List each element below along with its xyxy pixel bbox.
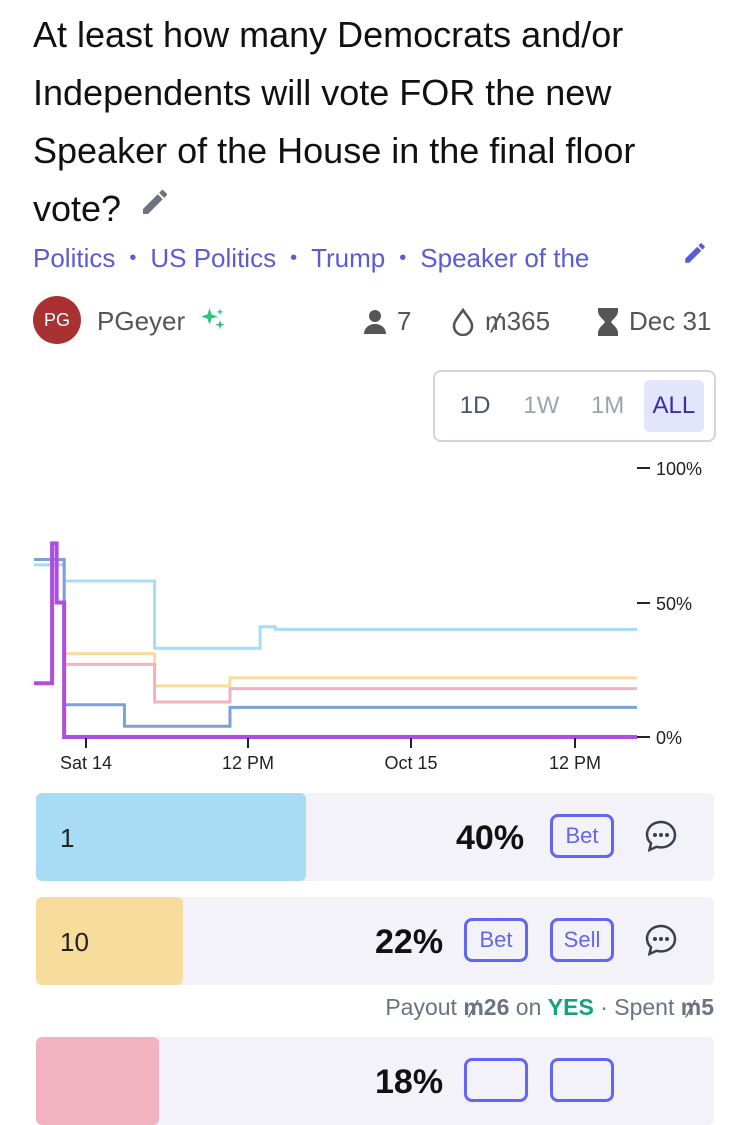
range-1d[interactable]: 1D bbox=[459, 392, 491, 419]
question-title: At least how many Democrats and/or Indep… bbox=[33, 6, 733, 238]
traders-count: 7 bbox=[397, 306, 412, 336]
edit-topics-icon[interactable] bbox=[682, 240, 708, 271]
range-all[interactable]: ALL bbox=[643, 380, 704, 432]
answer-probability-bar bbox=[36, 793, 306, 881]
chart-series-line-3 bbox=[34, 557, 637, 704]
answer-percent: 18% bbox=[375, 1063, 444, 1101]
answer-percent: 22% bbox=[375, 923, 444, 961]
answer-probability-bar bbox=[36, 897, 183, 985]
sell-button[interactable] bbox=[550, 1058, 614, 1102]
chart-series-line-1 bbox=[34, 563, 637, 650]
volume-stat: ₥365 bbox=[451, 306, 550, 337]
close-date: Dec 31 bbox=[629, 306, 712, 336]
answer-row-10[interactable]: 10 22% Bet Sell bbox=[36, 897, 714, 985]
breadcrumb-politics[interactable]: Politics bbox=[33, 242, 116, 273]
probability-chart[interactable]: 100% 50% 0% Sat 14 12 PM Oct 15 12 PM bbox=[0, 455, 750, 785]
bet-button[interactable]: Bet bbox=[550, 814, 614, 858]
question-title-text: At least how many Democrats and/or Indep… bbox=[33, 14, 636, 229]
y-tick-0: 0% bbox=[656, 728, 682, 748]
sparkle-icon bbox=[199, 306, 227, 339]
x-tick-12pm-2: 12 PM bbox=[549, 753, 601, 773]
payout-label: Payout bbox=[385, 994, 457, 1020]
answer-percent: 40% bbox=[456, 819, 525, 857]
breadcrumb-separator: • bbox=[399, 246, 407, 269]
avatar-initials: PG bbox=[43, 309, 70, 330]
breadcrumb-speaker[interactable]: Speaker of the bbox=[420, 242, 590, 273]
comment-icon[interactable] bbox=[644, 819, 678, 858]
sell-button[interactable]: Sell bbox=[550, 918, 614, 962]
breadcrumb: Politics • US Politics • Trump • Speaker… bbox=[33, 238, 673, 278]
market-meta: PG PGeyer 7 ₥365 Dec 31 bbox=[33, 296, 723, 348]
close-date-stat: Dec 31 bbox=[597, 306, 711, 337]
creator-name[interactable]: PGeyer bbox=[97, 306, 186, 336]
comment-icon[interactable] bbox=[644, 923, 678, 962]
x-tick-oct15: Oct 15 bbox=[384, 753, 437, 773]
spent-amount: ₥5 bbox=[680, 994, 714, 1020]
payout-outcome: YES bbox=[547, 994, 594, 1020]
chart-series-line-2 bbox=[34, 557, 637, 688]
answer-row-1[interactable]: 1 40% Bet bbox=[36, 793, 714, 881]
chart-series-line-4 bbox=[34, 557, 637, 728]
y-tick-100: 100% bbox=[656, 459, 702, 479]
answer-probability-bar bbox=[36, 1037, 159, 1125]
y-tick-50: 50% bbox=[656, 594, 692, 614]
traders-stat: 7 bbox=[363, 306, 411, 337]
breadcrumb-us-politics[interactable]: US Politics bbox=[150, 242, 277, 273]
x-tick-12pm: 12 PM bbox=[222, 753, 274, 773]
hourglass-icon bbox=[598, 307, 618, 336]
breadcrumb-trump[interactable]: Trump bbox=[311, 242, 386, 273]
volume-amount: ₥365 bbox=[485, 306, 551, 336]
edit-title-icon[interactable] bbox=[139, 177, 171, 235]
time-range-selector: 1D 1W 1M ALL bbox=[433, 370, 716, 442]
breadcrumb-separator: • bbox=[290, 246, 298, 269]
spent-label: Spent bbox=[614, 994, 675, 1020]
answer-row-3[interactable]: 18% bbox=[36, 1037, 714, 1125]
payout-amount: ₥26 bbox=[463, 994, 510, 1020]
payout-on-label: on bbox=[515, 994, 542, 1020]
answer-label: 1 bbox=[60, 823, 75, 853]
chart-series-line-5 bbox=[34, 541, 637, 739]
payout-separator: · bbox=[600, 994, 608, 1020]
avatar[interactable]: PG bbox=[33, 296, 81, 344]
x-tick-sat14: Sat 14 bbox=[60, 753, 112, 773]
bet-button[interactable]: Bet bbox=[464, 918, 528, 962]
user-icon bbox=[364, 309, 386, 334]
range-1w[interactable]: 1W bbox=[523, 392, 560, 419]
answer-label: 10 bbox=[60, 927, 89, 957]
bet-button[interactable] bbox=[464, 1058, 528, 1102]
position-summary: Payout ₥26 on YES · Spent ₥5 bbox=[385, 994, 714, 1021]
breadcrumb-separator: • bbox=[129, 246, 137, 269]
range-1m[interactable]: 1M bbox=[590, 392, 625, 419]
droplet-icon bbox=[452, 307, 474, 336]
